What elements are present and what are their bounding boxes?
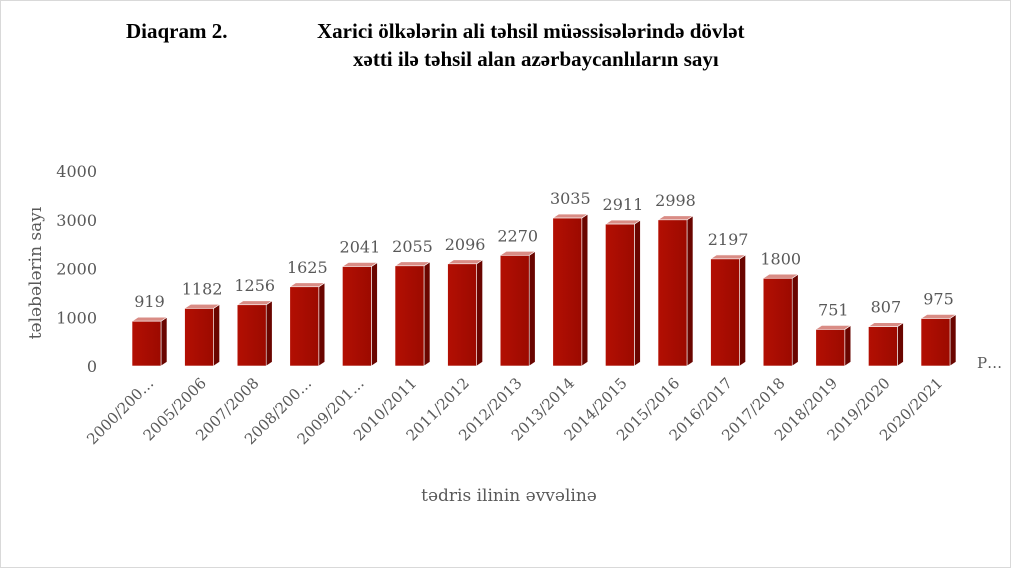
bar-side bbox=[634, 219, 641, 367]
bar bbox=[657, 215, 694, 367]
bar bbox=[288, 282, 326, 367]
bar-top bbox=[814, 325, 852, 330]
x-axis: 2000/200…2005/20062007/20082008/200…2009… bbox=[83, 374, 946, 448]
bar-top bbox=[288, 282, 326, 288]
bar-front bbox=[710, 258, 740, 367]
bar-top bbox=[499, 251, 537, 256]
data-label: 807 bbox=[871, 298, 902, 317]
bar-top bbox=[341, 262, 379, 267]
data-label: 1800 bbox=[760, 249, 801, 268]
bar bbox=[394, 261, 431, 367]
bar bbox=[604, 219, 642, 367]
y-tick-label: 3000 bbox=[56, 211, 97, 230]
bar-front bbox=[289, 286, 320, 367]
bar-side bbox=[581, 213, 589, 367]
bar-front bbox=[342, 266, 372, 367]
bar-front bbox=[499, 255, 530, 367]
bar-front bbox=[815, 329, 846, 367]
y-tick-label: 4000 bbox=[56, 162, 97, 181]
bar-front bbox=[552, 217, 583, 367]
bar-front bbox=[236, 304, 267, 367]
bar bbox=[709, 254, 747, 367]
bar-front bbox=[762, 277, 793, 367]
bar-side bbox=[160, 316, 168, 367]
y-tick-label: 0 bbox=[87, 357, 97, 376]
data-label: 2096 bbox=[445, 235, 486, 254]
data-label: 1256 bbox=[234, 276, 275, 295]
bar-side bbox=[423, 261, 431, 367]
bar-side bbox=[686, 215, 694, 367]
bar-side bbox=[528, 250, 536, 367]
data-label: 1625 bbox=[287, 258, 328, 277]
bar-top bbox=[604, 219, 642, 225]
bar-top bbox=[446, 259, 484, 265]
bar-series: 919 1182 1256 1625 2041 2055 2096 2270 3035 2911 2… bbox=[131, 189, 957, 367]
bar bbox=[867, 322, 905, 367]
chart-title-line-2: xətti ilə təhsil alan azərbaycanlıların … bbox=[353, 47, 719, 71]
y-axis-title: tələbələrin sayı bbox=[26, 206, 46, 339]
bar bbox=[551, 213, 589, 367]
bar bbox=[499, 250, 537, 367]
y-tick-label: 1000 bbox=[56, 308, 97, 327]
legend-entry: P… bbox=[977, 354, 1002, 372]
y-tick-label: 2000 bbox=[56, 260, 97, 279]
data-label: 2911 bbox=[603, 195, 644, 214]
data-label: 751 bbox=[818, 300, 849, 319]
data-label: 2041 bbox=[340, 238, 381, 257]
bar-front bbox=[920, 318, 951, 367]
x-axis-title: tədris ilinin əvvəlinə bbox=[421, 486, 597, 506]
bar-side bbox=[213, 303, 220, 367]
bar-front bbox=[868, 326, 898, 367]
bar-side bbox=[897, 322, 904, 367]
bar-front bbox=[447, 263, 477, 367]
data-label: 975 bbox=[923, 289, 954, 308]
bar-side bbox=[949, 313, 957, 367]
bar bbox=[814, 324, 852, 367]
bar-top bbox=[657, 215, 694, 221]
y-axis: 0 1000 2000 3000 4000 bbox=[56, 162, 97, 376]
bar-front bbox=[131, 320, 162, 367]
data-label: 2270 bbox=[497, 226, 538, 245]
bar-top bbox=[551, 213, 589, 219]
chart-figure-label: Diaqram 2. bbox=[126, 19, 228, 43]
data-label: 2055 bbox=[392, 237, 433, 256]
bar-front bbox=[394, 265, 425, 367]
bar-side bbox=[318, 282, 326, 367]
bar bbox=[236, 300, 274, 367]
bar-side bbox=[844, 324, 852, 367]
bar bbox=[446, 259, 484, 367]
bar-top bbox=[762, 273, 800, 279]
bar-top bbox=[920, 314, 957, 319]
bar-top bbox=[131, 316, 168, 322]
bar-front bbox=[605, 223, 635, 367]
bar bbox=[183, 303, 221, 367]
data-label: 3035 bbox=[550, 189, 591, 208]
bar-front bbox=[184, 308, 214, 367]
bar-top bbox=[867, 322, 905, 327]
bar-top bbox=[394, 261, 431, 267]
bar bbox=[131, 316, 168, 367]
data-label: 2197 bbox=[708, 230, 749, 249]
bar-side bbox=[476, 259, 483, 367]
data-label: 1182 bbox=[182, 279, 223, 298]
bar-top bbox=[183, 304, 221, 309]
bar-side bbox=[265, 300, 273, 367]
bar-top bbox=[709, 254, 747, 260]
bar bbox=[920, 313, 957, 367]
bar-side bbox=[739, 254, 746, 367]
bar-front bbox=[657, 219, 688, 367]
bar-side bbox=[791, 273, 799, 367]
data-label: 2998 bbox=[655, 191, 696, 210]
bar-top bbox=[236, 300, 274, 306]
chart-title-line-1: Xarici ölkələrin ali təhsil müəssisələri… bbox=[317, 19, 745, 43]
bar bbox=[762, 273, 800, 367]
data-label: 919 bbox=[134, 292, 165, 311]
bar bbox=[341, 261, 379, 367]
bar-side bbox=[371, 261, 378, 367]
